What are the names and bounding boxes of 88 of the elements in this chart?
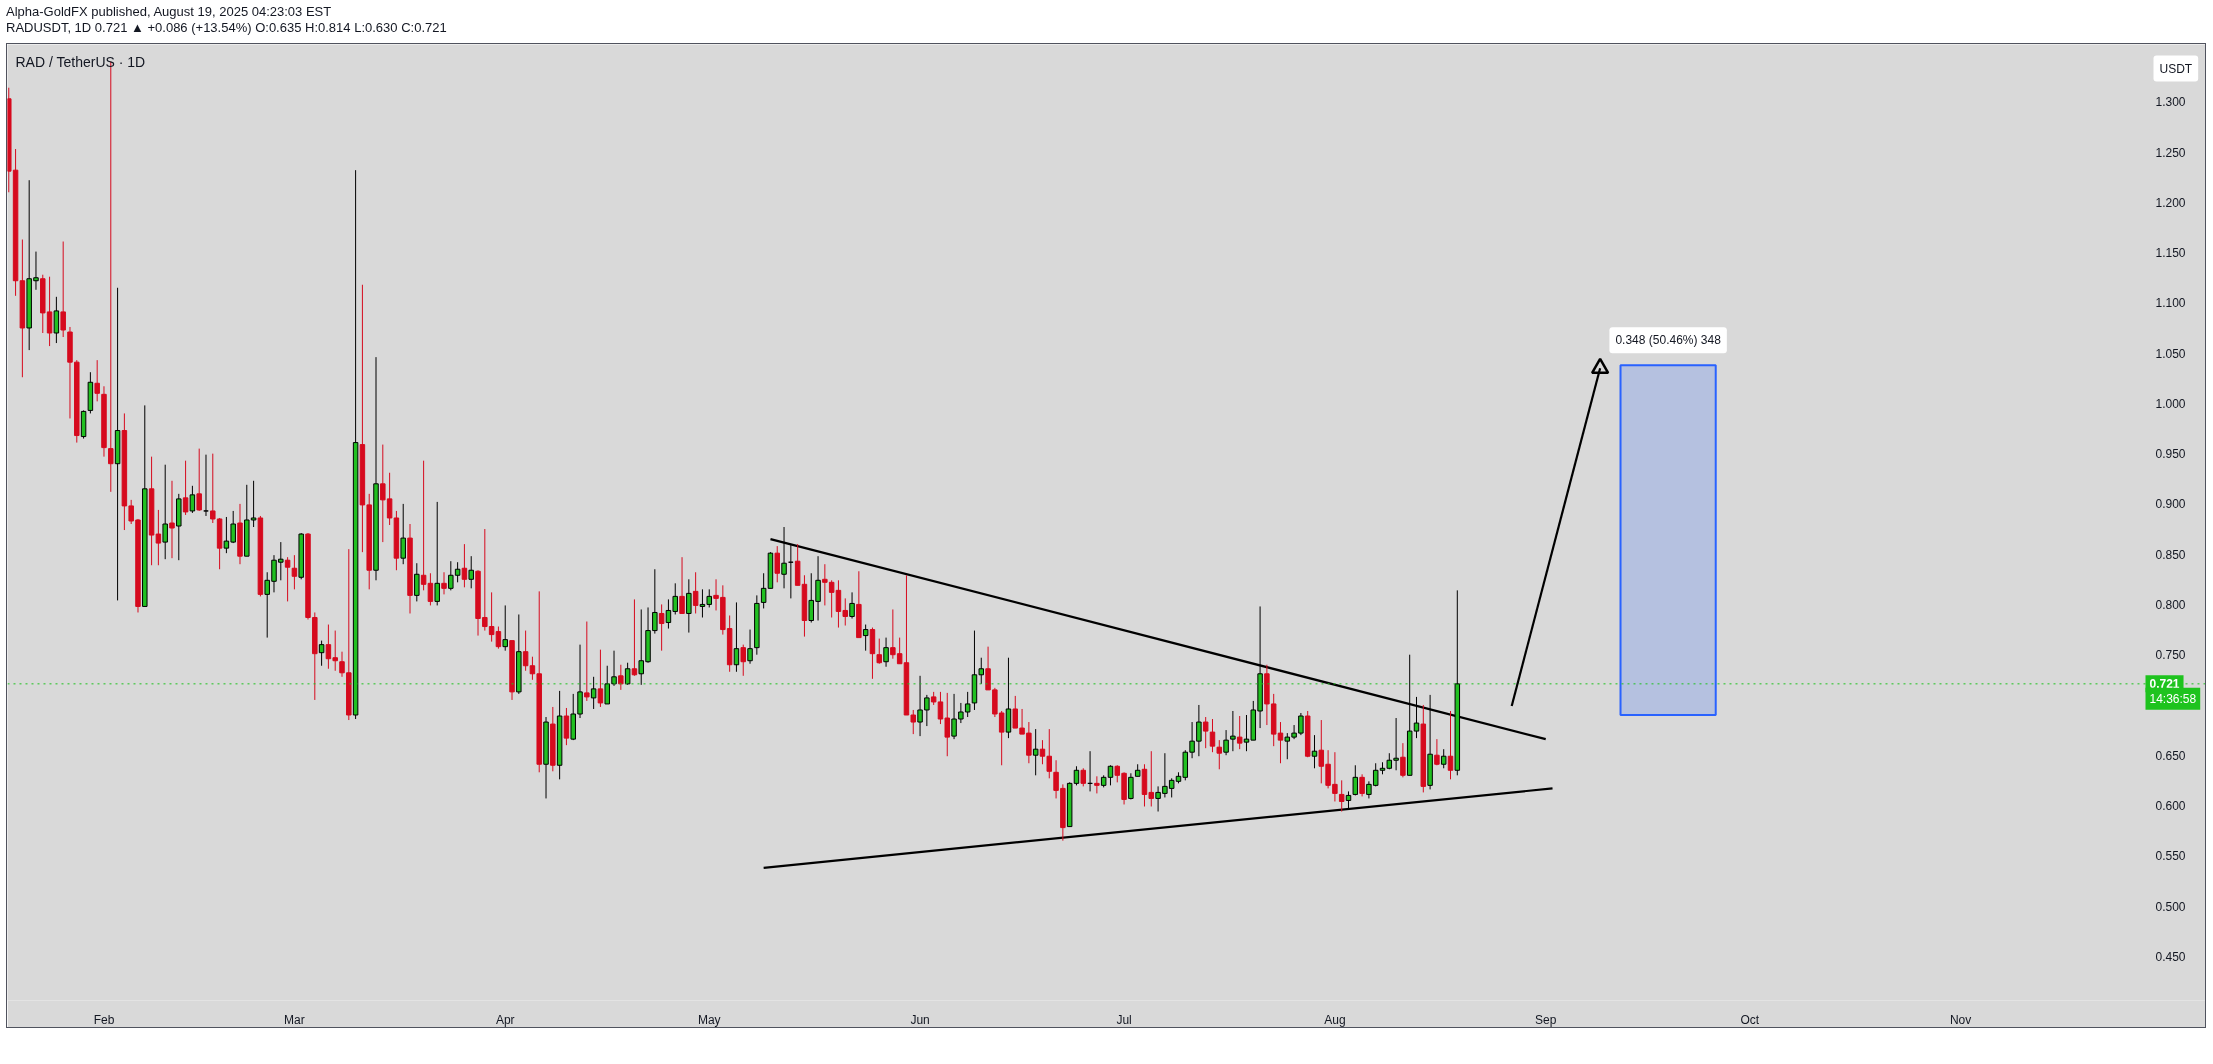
text: Alpha-GoldFX published, August 19, 2025 04:23:03 EST [6,4,333,20]
candlestick [461,543,468,588]
candlestick [1311,734,1318,769]
candlestick [733,601,740,673]
y-tick-label: 1.150 [2155,246,2186,261]
candlestick [1080,767,1087,787]
candlestick [182,460,189,516]
candlestick [1223,729,1229,756]
candlestick [162,464,168,560]
candlestick [114,287,121,601]
candlestick [631,598,638,677]
candlestick [1202,716,1209,749]
candlestick [414,562,420,602]
candlestick [1338,779,1345,813]
candlestick [468,555,474,589]
y-tick-label: 1.200 [2155,195,2186,210]
x-tick-label: May [697,1012,721,1027]
y-tick-label: 1.250 [2155,145,2186,160]
y-tick-label: 0.800 [2155,597,2186,612]
candlestick [849,591,855,619]
y-tick-label: 1.000 [2155,396,2186,411]
candlestick [291,554,298,590]
candlestick [1236,715,1243,750]
x-tick-label: Apr [495,1012,515,1027]
candlestick [502,604,508,652]
candlestick [434,501,440,606]
candlestick [883,637,889,668]
candlestick [740,644,746,677]
candlestick [1209,718,1216,753]
x-tick-label: Oct [1740,1012,1760,1027]
y-tick-label: 0.500 [2155,899,2186,914]
text: RAD / TetherUS · 1D [15,53,146,70]
candlestick [1440,748,1447,769]
candlestick [692,571,699,614]
candlestick [441,571,447,595]
candlestick [1352,764,1359,796]
candlestick [876,638,882,665]
candlestick [679,556,685,614]
candlestick [400,503,406,565]
candlestick [658,603,665,652]
ref-line-label: 0.721 [2149,677,2180,692]
candlestick [1400,742,1406,778]
y-tick-label: 0.550 [2155,849,2186,864]
x-tick-label: Sep [1535,1012,1557,1027]
y-tick-label: 0.450 [2155,949,2186,964]
candlestick [1434,738,1440,766]
y-tick-label: 0.750 [2155,648,2186,663]
candlestick [94,359,100,402]
candlestick [618,664,624,691]
candlestick [1094,775,1100,794]
candlestick [584,621,590,702]
candlestick [1359,773,1365,797]
candlestick [284,556,291,602]
candlestick [597,649,604,708]
y-tick-label: 0.850 [2155,547,2186,562]
data-label: 0.348 (50.46%) 348 [1615,333,1722,348]
y-axis-title: USDT [2159,61,2193,76]
candlestick [1216,739,1223,770]
x-tick-label: Feb [93,1012,115,1027]
y-tick-label: 1.300 [2155,95,2186,110]
candlestick [686,578,692,634]
candlestick [1230,710,1236,752]
y-tick-label: 0.600 [2155,798,2186,813]
x-tick-label: Nov [1949,1012,1972,1027]
candlestick [169,480,175,559]
candlestick [862,624,869,652]
candlestick [1032,728,1039,776]
candlestick [1447,710,1454,780]
candlestick [60,241,66,338]
candlestick [189,485,196,514]
x-tick-label: Jul [1116,1012,1132,1027]
candlestick [1128,772,1134,800]
y-tick-label: 1.050 [2155,346,2186,361]
y-tick-label: 0.950 [2155,447,2186,462]
chart-title: RADUSDT, 1D 0.721 ▲ +0.086 (+13.54%) O:0.635 H:0.814 L:0.630 C:0.721 [6,20,447,36]
candlestick [563,707,570,746]
candlestick [196,448,202,512]
candlestick [318,640,325,667]
y-tick-label: 0.900 [2155,497,2186,512]
y-tick-label: 0.650 [2155,748,2186,763]
x-tick-label: Mar [284,1012,305,1027]
x-tick-label: Aug [1324,1012,1346,1027]
candlestick [774,545,780,583]
annotation: 14:36:58 [2149,691,2197,706]
x-tick-label: Jun [910,1012,930,1027]
candlestick [53,296,60,344]
y-tick-label: 1.100 [2155,296,2186,311]
candlestick [747,629,753,665]
